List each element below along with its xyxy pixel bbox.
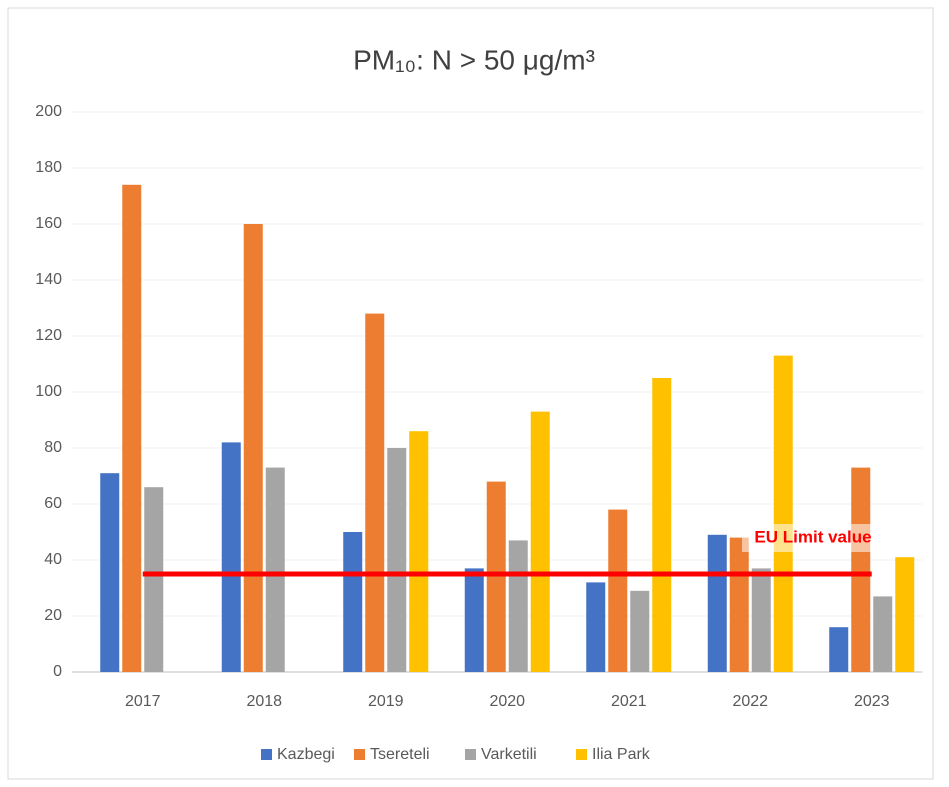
x-tick-label: 2022 xyxy=(732,693,768,710)
bar xyxy=(652,378,672,672)
bar xyxy=(895,557,915,672)
x-tick-label: 2021 xyxy=(611,693,647,710)
bar xyxy=(586,582,606,672)
bar xyxy=(464,568,484,672)
y-tick-label: 40 xyxy=(44,551,62,568)
legend-swatch xyxy=(261,749,272,760)
bar xyxy=(122,184,142,673)
limit-label: EU Limit value xyxy=(754,527,871,546)
bar xyxy=(829,627,849,672)
chart-title: PM₁₀: N > 50 μg/m³ xyxy=(353,44,595,75)
y-tick-label: 20 xyxy=(44,607,62,624)
bar xyxy=(243,224,263,672)
bar xyxy=(221,442,241,672)
y-tick-label: 200 xyxy=(35,103,62,120)
bar xyxy=(387,448,407,672)
bar xyxy=(265,467,285,672)
bar xyxy=(707,534,727,672)
x-tick-label: 2018 xyxy=(246,693,282,710)
x-tick-label: 2020 xyxy=(489,693,525,710)
legend-label: Ilia Park xyxy=(592,746,651,763)
bar xyxy=(851,467,871,672)
bar xyxy=(608,509,628,672)
legend-swatch xyxy=(354,749,365,760)
legend-label: Tsereteli xyxy=(370,746,430,763)
y-tick-label: 180 xyxy=(35,159,62,176)
legend-label: Varketili xyxy=(481,746,537,763)
bar xyxy=(365,313,385,672)
bar xyxy=(486,481,506,672)
legend-swatch xyxy=(576,749,587,760)
bar xyxy=(508,540,528,672)
legend-label: Kazbegi xyxy=(277,746,335,763)
y-tick-label: 140 xyxy=(35,271,62,288)
y-tick-label: 60 xyxy=(44,495,62,512)
bar xyxy=(751,568,771,672)
limit-label-bg xyxy=(742,524,884,552)
bar xyxy=(773,355,793,672)
bar xyxy=(409,431,429,672)
x-tick-label: 2019 xyxy=(368,693,404,710)
y-tick-label: 160 xyxy=(35,215,62,232)
bar xyxy=(729,537,749,672)
bar xyxy=(343,532,363,672)
bar xyxy=(630,590,650,672)
x-tick-label: 2017 xyxy=(125,693,161,710)
x-tick-label: 2023 xyxy=(854,693,890,710)
bar xyxy=(530,411,550,672)
legend-swatch xyxy=(465,749,476,760)
y-tick-label: 0 xyxy=(53,663,62,680)
y-tick-label: 120 xyxy=(35,327,62,344)
bar xyxy=(873,596,893,672)
y-tick-label: 80 xyxy=(44,439,62,456)
y-tick-label: 100 xyxy=(35,383,62,400)
bar xyxy=(144,487,164,672)
bar xyxy=(100,473,120,672)
